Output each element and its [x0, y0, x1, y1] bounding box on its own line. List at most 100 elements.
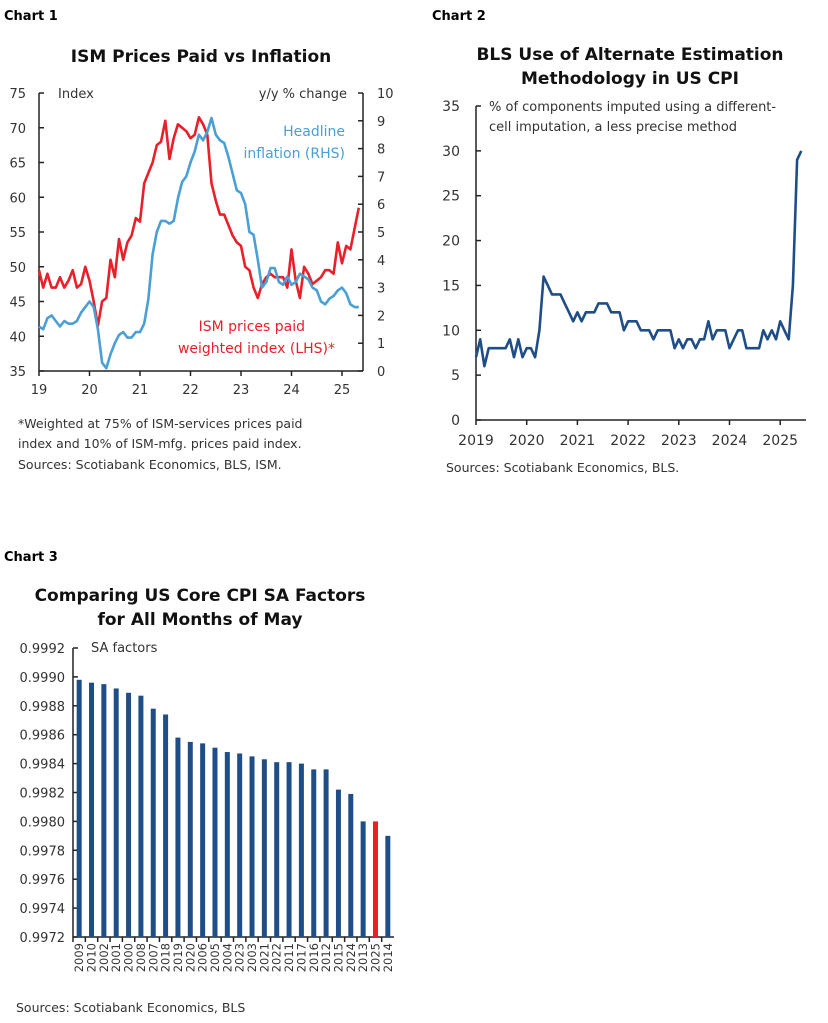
chart-2-y-tick-label: 25	[442, 189, 460, 205]
chart-3-x-tick-label: 2016	[307, 943, 321, 972]
chart-2-axis-label-line1: % of components imputed using a differen…	[489, 100, 776, 115]
chart-3-bar-2012	[323, 769, 329, 937]
chart-3-bar-2021	[261, 759, 267, 937]
chart-2-y-tick-label: 10	[442, 323, 460, 339]
chart-3-x-tick-label: 2005	[208, 943, 222, 972]
chart-3-footnote: Sources: Scotiabank Economics, BLS	[16, 1000, 245, 1015]
chart-2-line	[474, 150, 803, 368]
chart-1-right-tick-label: 2	[377, 309, 385, 324]
chart-3-label: Chart 3	[4, 550, 58, 565]
chart-3-x-tick-label: 2013	[356, 943, 370, 972]
chart-3-y-tick-label: 0.9982	[20, 787, 66, 802]
chart-1-left-tick-label: 40	[9, 330, 26, 345]
chart-3-bar-2024	[348, 793, 354, 937]
chart-1-right-tick-label: 10	[377, 87, 394, 102]
chart-2-title-line1: BLS Use of Alternate Estimation	[476, 45, 783, 65]
chart-3-x-tick-label: 2024	[344, 943, 358, 972]
chart-1-title: ISM Prices Paid vs Inflation	[71, 47, 331, 67]
chart-1-inflation-line	[38, 116, 359, 370]
chart-1-right-tick-label: 1	[377, 337, 385, 352]
chart-3-bar-2017	[298, 763, 304, 937]
chart-3-x-tick-label: 2020	[183, 943, 197, 972]
chart-3-bar-2000	[126, 692, 132, 937]
chart-3-y-tick-label: 0.9972	[20, 931, 66, 946]
chart-1-right-tick-label: 5	[377, 226, 385, 241]
chart-1-series2-label-line1: Headline	[283, 124, 345, 140]
chart-3-bar-2003	[249, 756, 255, 937]
chart-3-x-tick-label: 2000	[122, 943, 136, 972]
chart-2-y-tick-label: 0	[451, 413, 460, 429]
chart-3-y-tick-label: 0.9984	[20, 758, 66, 773]
chart-2-title-line2: Methodology in US CPI	[521, 69, 739, 89]
chart-1-x-tick-label: 21	[132, 383, 149, 398]
chart-3-x-tick-label: 2003	[245, 943, 259, 972]
chart-1-x-tick-label: 20	[81, 383, 98, 398]
chart-2-axis-label-line2: cell imputation, a less precise method	[489, 120, 737, 135]
chart-3-plot: 0.9992 0.9990 0.9988 0.9986 0.9984 0.9982 0.99…	[20, 642, 395, 972]
chart-3-bar-2004	[224, 752, 230, 937]
chart-3-bar-2002	[101, 684, 107, 937]
chart-3-x-tick-label: 2011	[282, 943, 296, 972]
chart-1-right-tick-label: 4	[377, 254, 385, 269]
chart-3-axis-label: SA factors	[91, 641, 158, 656]
chart-2: Chart 2 BLS Use of Alternate Estimation …	[432, 9, 806, 475]
chart-3-x-tick-label: 2010	[85, 943, 99, 972]
chart-3-bar-2014	[385, 835, 391, 937]
chart-2-x-tick-label: 2022	[610, 433, 646, 449]
chart-3-y-tick-label: 0.9992	[20, 642, 66, 657]
chart-3-x-tick-label: 2006	[196, 943, 210, 972]
chart-1-footnote-2: index and 10% of ISM-mfg. prices paid in…	[18, 436, 302, 451]
chart-2-footnote: Sources: Scotiabank Economics, BLS.	[446, 460, 679, 475]
chart-1-left-tick-label: 35	[9, 365, 26, 380]
chart-3-bar-2022	[274, 762, 280, 937]
chart-3-y-tick-label: 0.9974	[20, 902, 66, 917]
chart-2-x-tick-label: 2025	[762, 433, 798, 449]
chart-1-left-tick-label: 70	[9, 122, 26, 137]
chart-1-left-tick-label: 45	[9, 296, 26, 311]
chart-3-bar-2015	[335, 789, 341, 937]
chart-3-x-tick-label: 2019	[171, 943, 185, 972]
chart-2-y-tick-label: 35	[442, 99, 460, 115]
chart-2-x-tick-label: 2024	[712, 433, 748, 449]
chart-3: Chart 3 Comparing US Core CPI SA Factors…	[4, 550, 395, 1015]
chart-3-x-tick-label: 2009	[72, 943, 86, 972]
chart-2-x-tick-label: 2023	[661, 433, 697, 449]
chart-2-y-tick-label: 5	[451, 368, 460, 384]
chart-3-x-tick-label: 2015	[331, 943, 345, 972]
chart-1-right-tick-label: 7	[377, 170, 385, 185]
chart-2-label: Chart 2	[432, 9, 486, 24]
chart-3-y-tick-label: 0.9986	[20, 729, 66, 744]
chart-3-bar-2013	[360, 821, 366, 937]
chart-3-bar-2016	[311, 769, 317, 937]
chart-3-x-tick-label: 2021	[257, 943, 271, 972]
chart-3-x-tick-label: 2022	[270, 943, 284, 972]
chart-3-bar-2006	[200, 743, 206, 937]
chart-1-x-tick-label: 23	[233, 383, 250, 398]
chart-2-y-tick-label: 30	[442, 144, 460, 160]
chart-3-bar-2007	[150, 708, 156, 937]
chart-3-y-tick-label: 0.9980	[20, 815, 66, 830]
chart-1-left-tick-label: 75	[9, 87, 26, 102]
chart-3-bar-2011	[286, 762, 292, 937]
chart-3-bar-2023	[237, 753, 243, 937]
chart-1-x-tick-label: 22	[182, 383, 199, 398]
chart-3-x-tick-label: 2001	[109, 943, 123, 972]
chart-1-left-tick-label: 55	[9, 226, 26, 241]
chart-2-x-tick-label: 2021	[560, 433, 596, 449]
chart-3-y-tick-label: 0.9978	[20, 844, 66, 859]
chart-1-left-axis-label: Index	[58, 87, 94, 102]
chart-1-x-tick-label: 24	[283, 383, 300, 398]
chart-1-series2-label-line2: inflation (RHS)	[244, 146, 346, 162]
chart-1-series1-label-line2: weighted index (LHS)*	[178, 341, 335, 357]
chart-1-footnote-1: *Weighted at 75% of ISM-services prices …	[18, 416, 303, 431]
chart-2-plot: 35 30 25 20 15 10 5 0 2019 2020 2021 2022 2023 2024 20…	[442, 99, 806, 449]
chart-3-x-tick-label: 2002	[97, 943, 111, 972]
chart-2-x-tick-label: 2019	[458, 433, 494, 449]
chart-3-y-tick-label: 0.9988	[20, 700, 66, 715]
chart-1-right-tick-label: 6	[377, 198, 385, 213]
chart-3-bar-2010	[89, 682, 95, 937]
chart-3-x-tick-label: 2025	[368, 943, 382, 972]
chart-3-x-tick-label: 2023	[233, 943, 247, 972]
chart-1-left-tick-label: 65	[9, 157, 26, 172]
